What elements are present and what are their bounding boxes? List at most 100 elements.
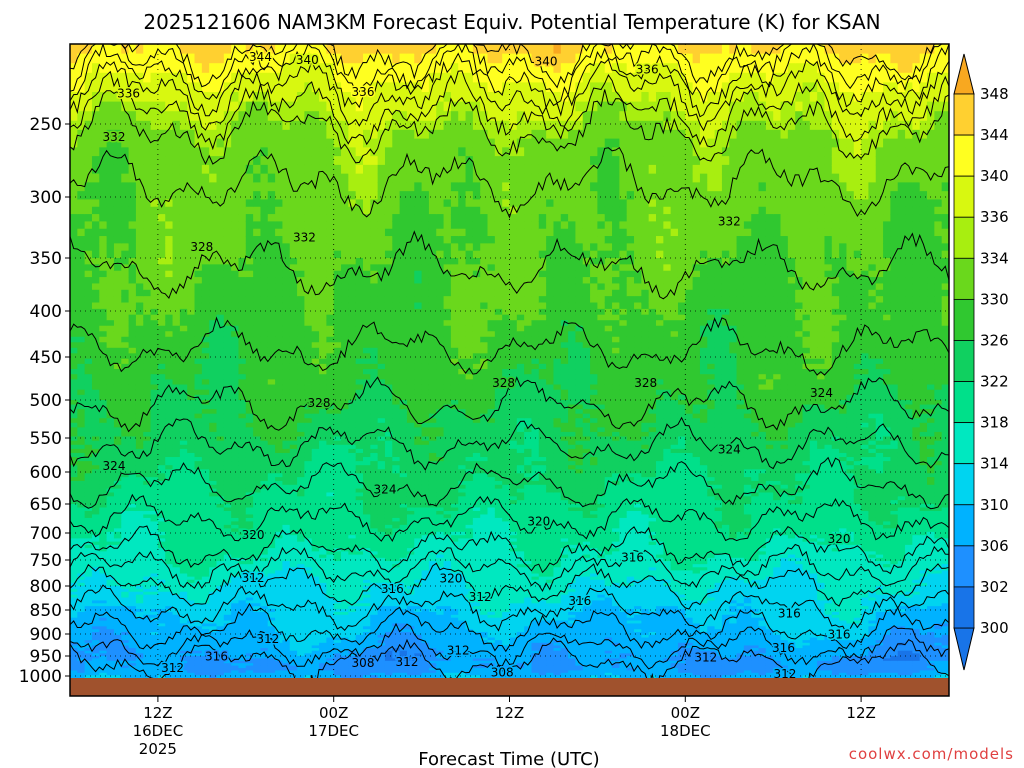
field-cell [217,229,225,237]
field-cell [319,121,327,131]
field-cell [202,423,210,428]
field-cell [282,525,290,529]
field-cell [319,449,327,454]
field-cell [187,477,195,481]
field-cell [246,390,254,396]
field-cell [209,507,217,511]
field-cell [202,147,210,156]
field-cell [173,337,181,343]
field-cell [77,449,85,454]
field-cell [319,309,327,315]
field-cell [151,121,159,131]
field-cell [129,504,137,508]
field-cell [275,277,283,284]
field-cell [224,481,232,485]
field-cell [136,290,144,297]
field-cell [202,258,210,265]
field-cell [238,457,246,462]
field-cell [70,191,78,200]
field-cell [334,320,342,326]
field-cell [290,374,298,380]
field-cell [129,296,137,303]
field-cell [114,326,122,332]
field-cell [246,385,254,391]
field-cell [260,207,268,215]
field-cell [224,414,232,419]
field-cell [187,331,195,337]
field-cell [290,243,298,251]
field-cell [151,271,159,278]
field-cell [70,165,78,174]
field-cell [85,139,93,148]
field-cell [260,182,268,191]
field-cell [217,111,225,121]
field-cell [129,277,137,284]
field-cell [151,457,159,462]
field-cell [173,414,181,419]
field-cell [297,191,305,200]
field-cell [173,309,181,315]
field-cell [290,156,298,165]
field-cell [326,54,334,64]
field-cell [70,477,78,481]
field-cell [202,229,210,237]
field-cell [246,139,254,148]
field-cell [121,174,129,183]
field-cell [253,111,261,121]
field-cell [202,379,210,385]
field-cell [326,229,334,237]
field-cell [290,445,298,450]
field-cell [253,441,261,446]
field-cell [268,414,276,419]
field-cell [136,214,144,222]
field-cell [246,514,254,518]
field-cell [224,290,232,297]
field-cell [231,369,239,375]
field-cell [231,489,239,493]
field-cell [121,121,129,131]
field-cell [158,207,166,215]
field-cell [253,236,261,244]
field-cell [70,511,78,515]
field-cell [231,525,239,529]
field-cell [85,374,93,380]
field-cell [334,496,342,500]
field-cell [92,369,100,375]
field-cell [187,156,195,165]
field-cell [143,199,151,207]
field-cell [121,489,129,493]
field-cell [238,271,246,278]
field-cell [253,465,261,470]
field-cell [180,353,188,359]
field-cell [297,102,305,112]
field-cell [238,320,246,326]
field-cell [195,457,203,462]
field-cell [238,353,246,359]
field-cell [238,290,246,297]
field-cell [224,432,232,437]
field-cell [334,457,342,462]
field-cell [312,156,320,165]
field-cell [136,441,144,446]
field-cell [275,436,283,441]
field-cell [297,315,305,321]
field-cell [180,504,188,508]
field-cell [165,500,173,504]
field-cell [151,236,159,244]
field-cell [129,331,137,337]
field-cell [195,449,203,454]
field-cell [217,337,225,343]
field-cell [143,418,151,423]
field-cell [282,290,290,297]
field-cell [180,174,188,183]
field-cell [136,465,144,470]
field-cell [173,409,181,414]
field-cell [99,481,107,485]
field-cell [297,504,305,508]
field-cell [121,436,129,441]
field-cell [202,290,210,297]
field-cell [326,221,334,229]
field-cell [121,359,129,365]
field-cell [70,214,78,222]
field-cell [304,374,312,380]
